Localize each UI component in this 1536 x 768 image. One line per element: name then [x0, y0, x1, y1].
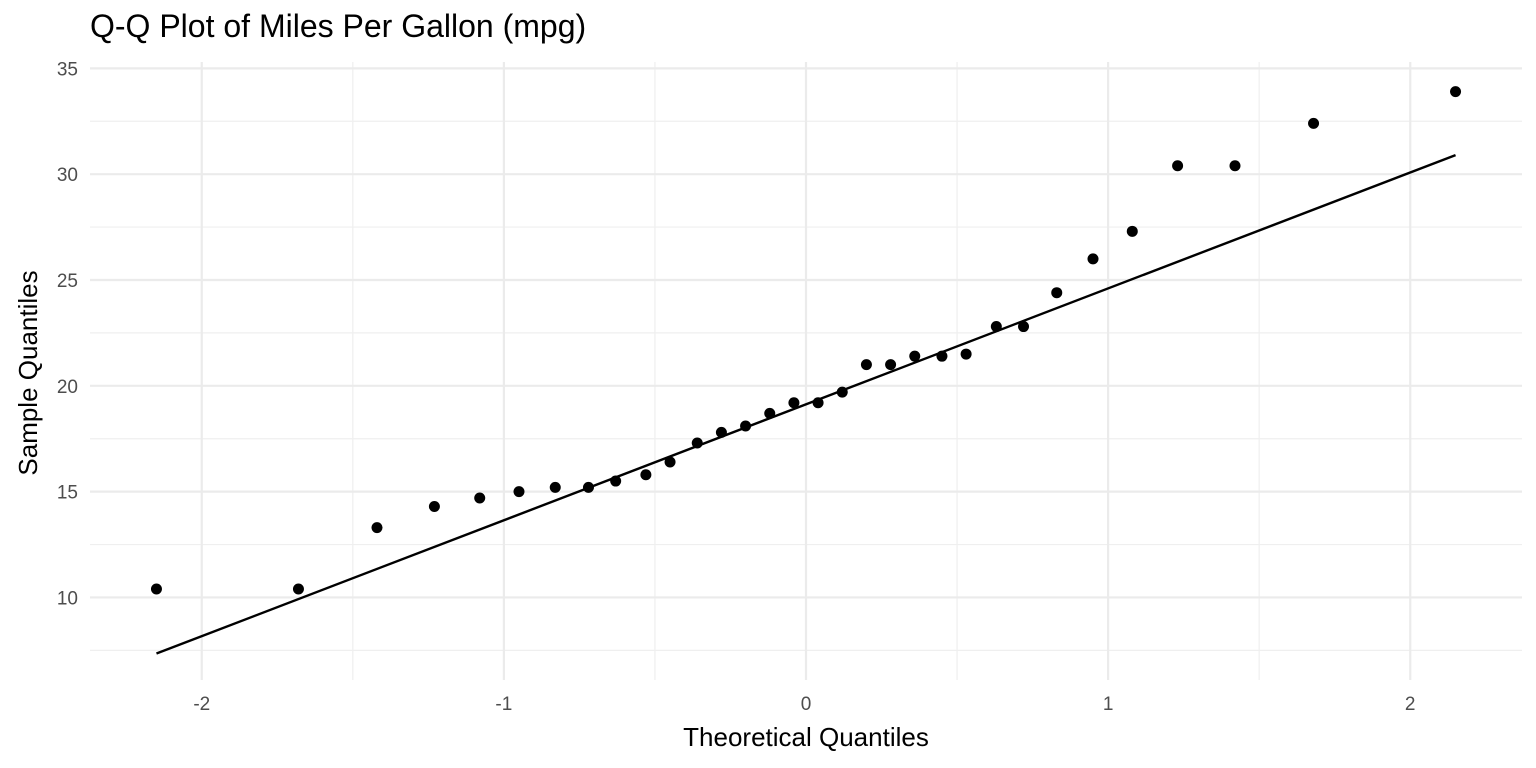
data-point: [1172, 160, 1184, 172]
y-axis-title: Sample Quantiles: [13, 270, 43, 475]
data-point: [691, 437, 703, 449]
y-tick-label: 30: [57, 165, 78, 186]
x-tick-label: 0: [801, 694, 812, 715]
reference-line-group: [156, 154, 1456, 655]
data-point: [788, 397, 800, 409]
data-point: [1087, 253, 1099, 265]
sample-points: [150, 86, 1462, 595]
data-point: [740, 420, 752, 432]
data-point: [371, 522, 383, 534]
x-tick-label: 1: [1103, 694, 1114, 715]
data-point: [1450, 86, 1462, 98]
x-tick-label: 2: [1405, 694, 1416, 715]
data-point: [812, 397, 824, 409]
y-tick-labels: 10 15 20 25 30 35: [57, 59, 78, 609]
x-tick-label: -1: [495, 694, 512, 715]
data-point: [990, 321, 1002, 333]
data-point: [664, 456, 676, 468]
reference-line: [156, 154, 1456, 655]
data-point: [582, 481, 594, 493]
major-gridlines: [90, 62, 1522, 680]
data-point: [909, 350, 921, 362]
data-point: [513, 486, 525, 498]
y-tick-label: 20: [57, 377, 78, 398]
x-tick-label: -2: [193, 694, 210, 715]
data-point: [610, 475, 622, 487]
x-axis-title: Theoretical Quantiles: [683, 722, 929, 752]
y-tick-label: 10: [57, 588, 78, 609]
data-point: [885, 359, 897, 371]
data-point: [549, 481, 561, 493]
data-point: [960, 348, 972, 360]
y-tick-label: 35: [57, 59, 78, 80]
data-point: [428, 500, 440, 512]
data-point: [936, 350, 948, 362]
data-point: [764, 407, 776, 419]
data-point: [1051, 287, 1063, 299]
data-point: [474, 492, 486, 504]
data-point: [1308, 117, 1320, 129]
data-point: [640, 469, 652, 481]
data-point: [836, 386, 848, 398]
x-tick-labels: -2 -1 0 1 2: [193, 694, 1415, 715]
y-tick-label: 25: [57, 271, 78, 292]
data-point: [1126, 225, 1138, 237]
data-point: [860, 359, 872, 371]
chart-title: Q-Q Plot of Miles Per Gallon (mpg): [90, 8, 587, 44]
data-point: [150, 583, 162, 595]
data-point: [1229, 160, 1241, 172]
data-point: [292, 583, 304, 595]
data-point: [715, 426, 727, 438]
data-point: [1018, 321, 1030, 333]
y-tick-label: 15: [57, 483, 78, 504]
